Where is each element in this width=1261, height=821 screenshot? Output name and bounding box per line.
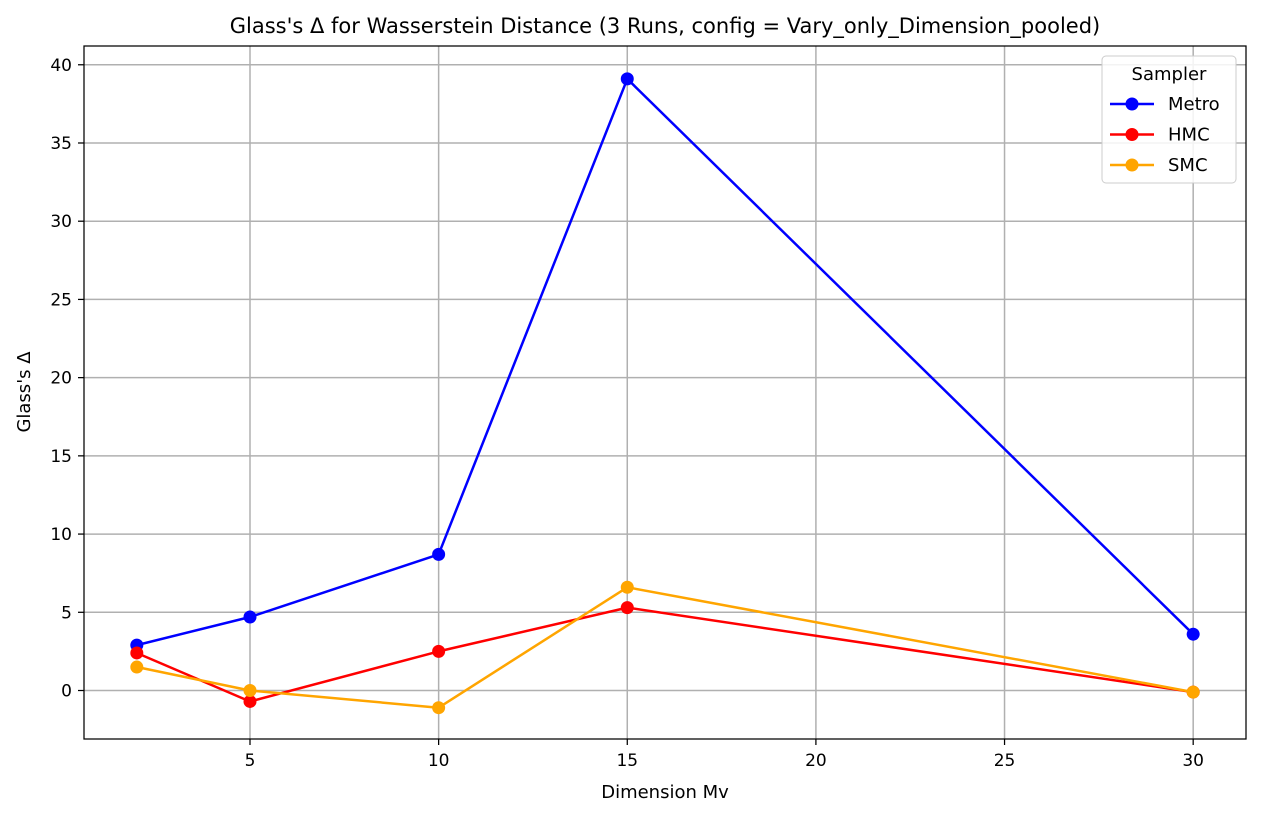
legend: Sampler Metro HMC SMC (1101, 55, 1237, 184)
y-tick-label: 0 (61, 682, 72, 702)
legend-label-smc: SMC (1168, 155, 1208, 176)
legend-marker-metro (1125, 97, 1139, 111)
data-point-hmc (432, 644, 446, 658)
y-tick-label: 20 (50, 369, 72, 389)
data-point-smc (243, 684, 257, 698)
data-point-smc (1186, 685, 1200, 699)
series-smc (130, 580, 1200, 715)
legend-entry-hmc: HMC (1110, 125, 1210, 146)
data-point-smc (130, 660, 144, 674)
y-tick-label: 5 (61, 603, 72, 623)
legend-box (1101, 55, 1237, 184)
legend-label-hmc: HMC (1168, 125, 1210, 146)
legend-title: Sampler (1132, 64, 1207, 85)
x-tick-label: 25 (994, 751, 1016, 771)
y-tick-label: 35 (50, 134, 72, 154)
data-point-metro (432, 547, 446, 561)
data-point-hmc (243, 694, 257, 708)
data-point-smc (620, 580, 634, 594)
series-lines (130, 72, 1200, 715)
legend-marker-hmc (1125, 128, 1139, 141)
data-point-metro (1186, 627, 1200, 641)
x-tick-label: 5 (245, 751, 256, 771)
y-axis-label: Glass's Δ (14, 351, 35, 433)
x-tick-label: 10 (428, 751, 450, 771)
data-point-metro (243, 610, 257, 624)
x-axis-label: Dimension Mv (601, 782, 729, 803)
legend-label-metro: Metro (1168, 94, 1220, 115)
x-tick-label: 30 (1182, 751, 1204, 771)
data-point-hmc (620, 601, 634, 615)
legend-entry-metro: Metro (1110, 94, 1220, 115)
y-tick-label: 25 (50, 290, 72, 310)
x-tick-label: 15 (616, 751, 638, 771)
legend-marker-smc (1125, 158, 1139, 172)
legend-entries: Metro HMC SMC (1110, 94, 1220, 176)
chart-title: Glass's Δ for Wasserstein Distance (3 Ru… (230, 14, 1101, 39)
data-point-metro (620, 72, 634, 86)
y-tick-label: 40 (50, 56, 72, 76)
y-tick-label: 15 (50, 447, 72, 467)
legend-entry-smc: SMC (1110, 155, 1208, 176)
plot-frame (83, 45, 1247, 740)
x-tick-label: 20 (805, 751, 827, 771)
data-point-hmc (130, 646, 144, 660)
y-tick-label: 30 (50, 212, 72, 232)
y-tick-label: 10 (50, 525, 72, 545)
data-point-smc (432, 701, 446, 715)
axis-ticks: 5 10 15 20 25 30 0 5 10 15 20 25 30 35 40 (50, 56, 1204, 771)
